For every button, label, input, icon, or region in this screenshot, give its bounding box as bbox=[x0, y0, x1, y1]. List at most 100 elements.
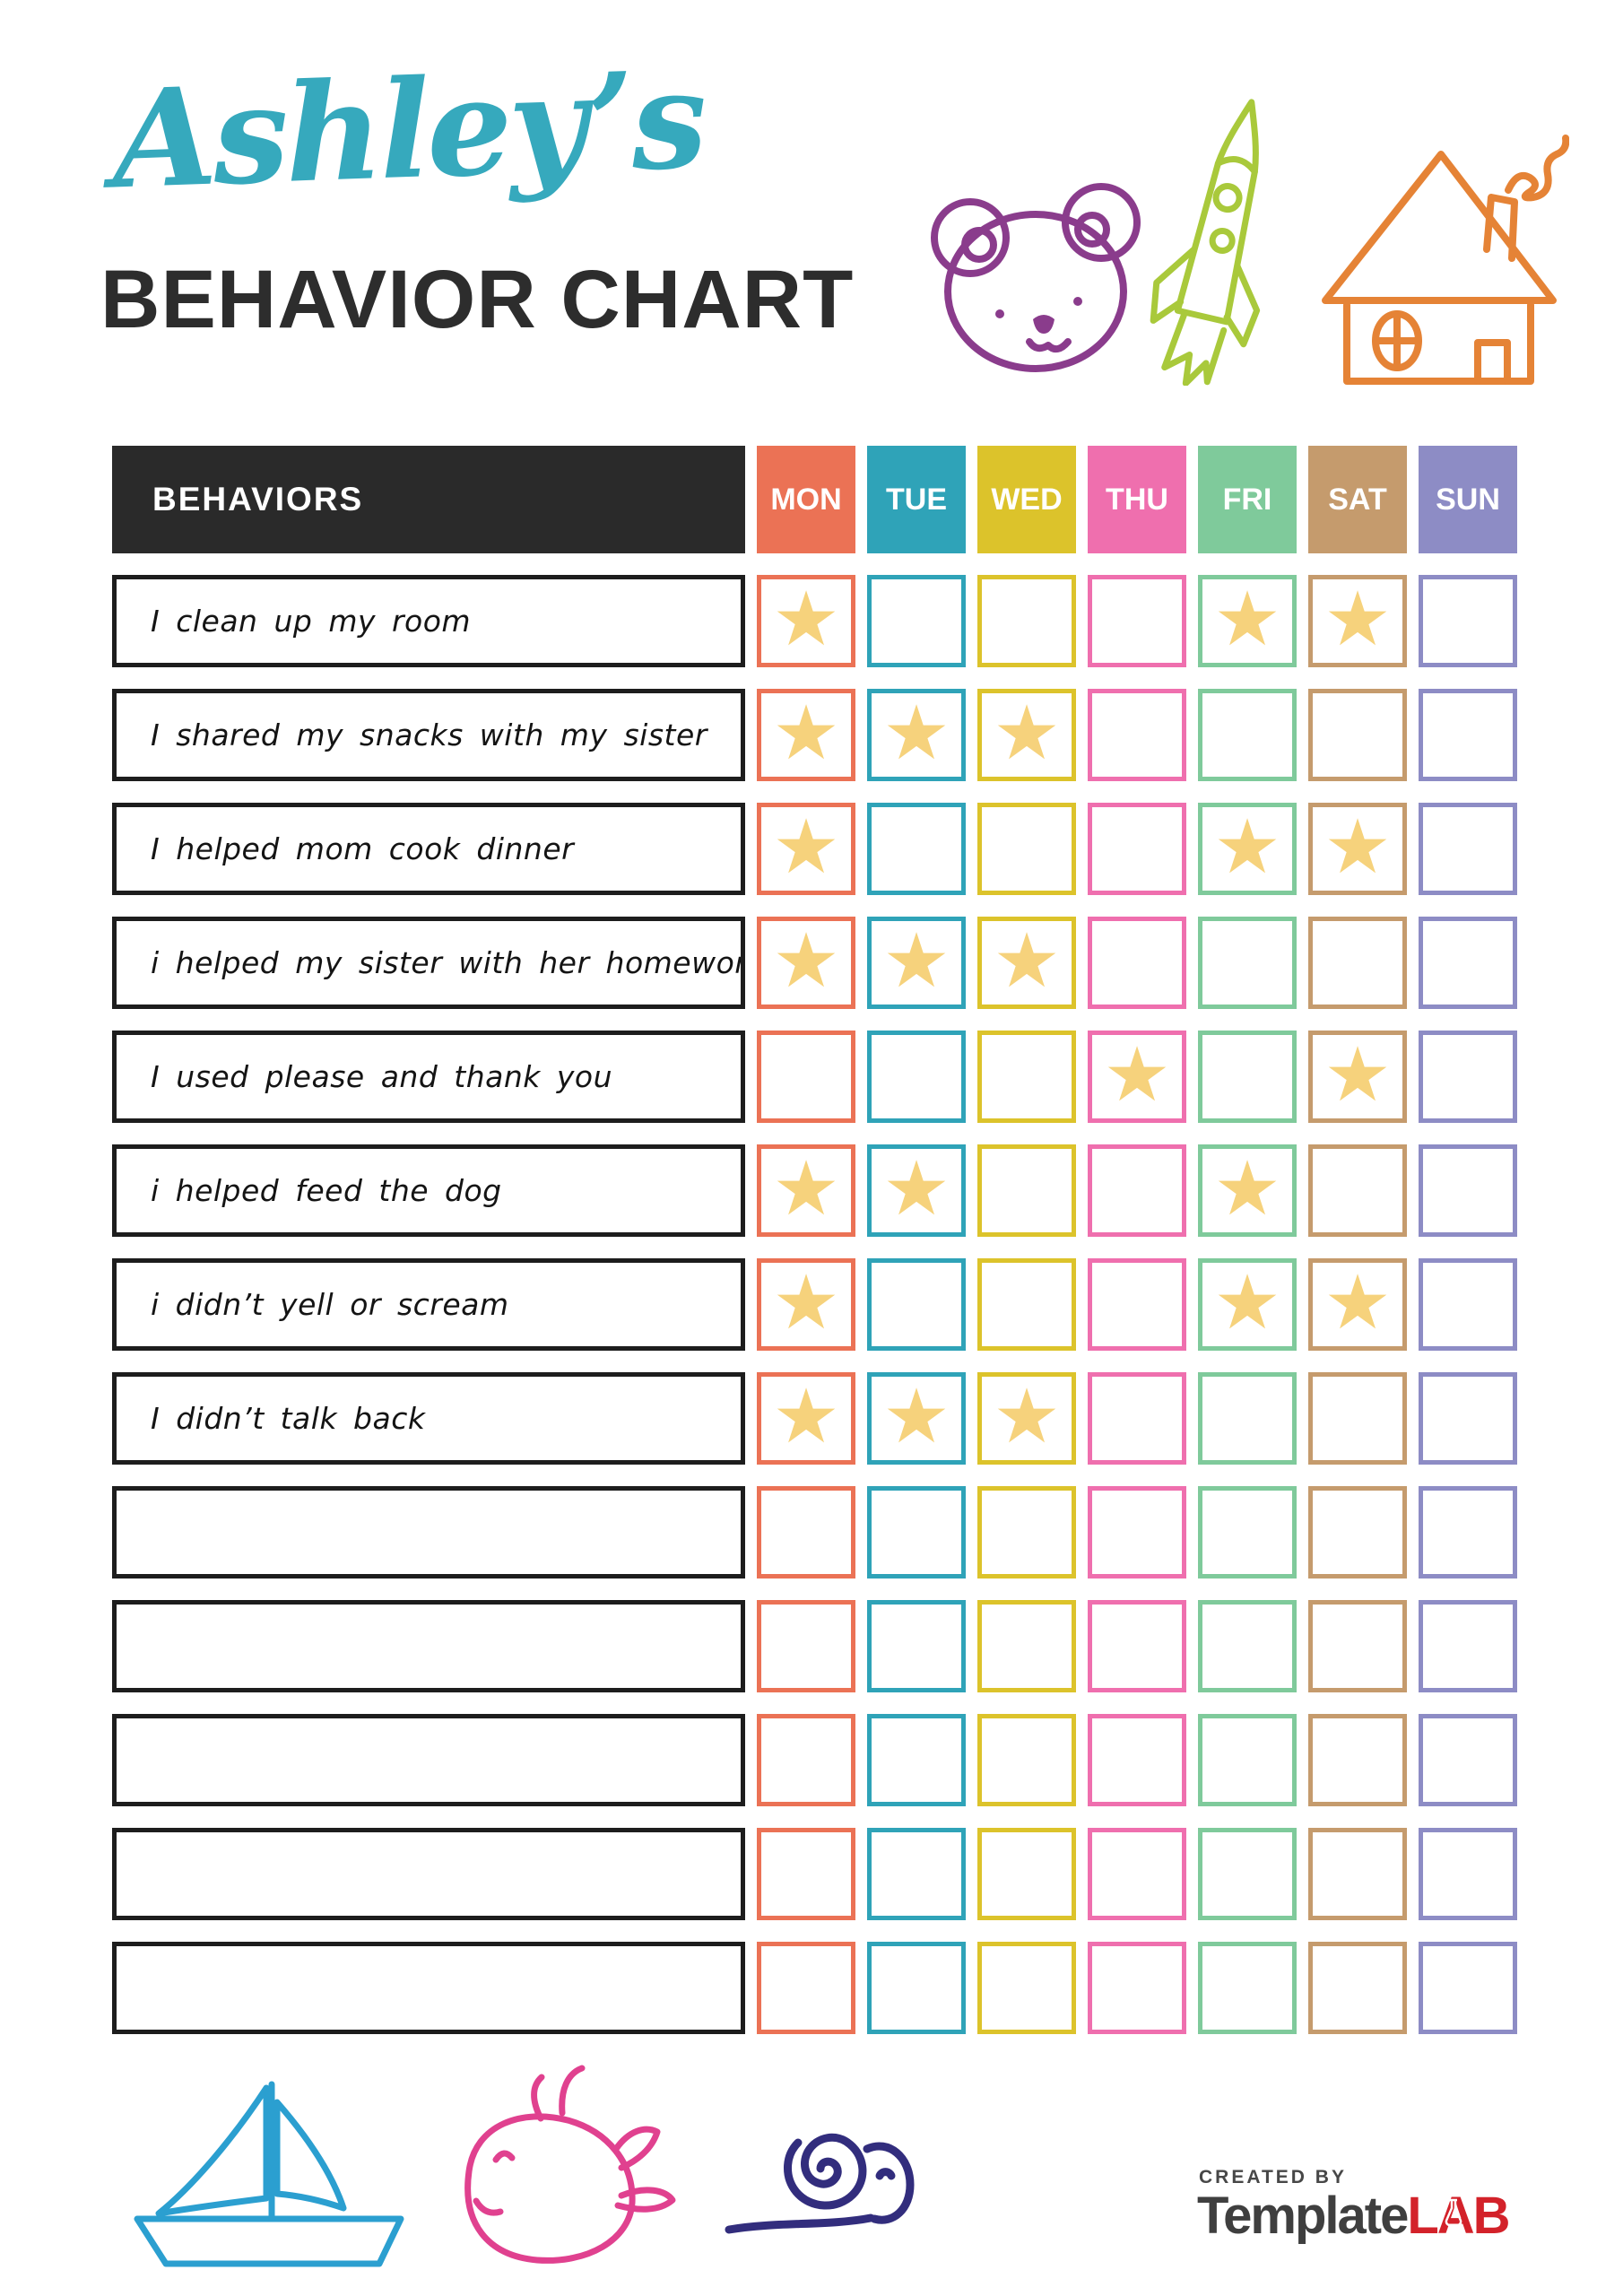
created-by-label: CREATED BY bbox=[1199, 2167, 1347, 2187]
day-column-header-mon: MON bbox=[757, 446, 855, 553]
day-label: THU bbox=[1106, 482, 1168, 517]
behavior-cell: I helped mom cook dinner bbox=[112, 803, 745, 895]
day-cell bbox=[757, 1828, 855, 1920]
house-icon bbox=[1322, 135, 1569, 385]
day-cell bbox=[1419, 575, 1517, 667]
behaviors-column-header: BEHAVIORS bbox=[112, 446, 745, 553]
star-icon: ★ bbox=[993, 1373, 1061, 1458]
day-cell bbox=[1198, 1600, 1297, 1692]
behavior-label: i helped my sister with her homework bbox=[151, 945, 745, 980]
day-cell: ★ bbox=[977, 1372, 1076, 1465]
day-column-header-sat: SAT bbox=[1308, 446, 1407, 553]
day-cell bbox=[867, 803, 966, 895]
behavior-label: I clean up my room bbox=[151, 604, 472, 639]
day-cell bbox=[1419, 1942, 1517, 2034]
day-cell: ★ bbox=[1198, 1258, 1297, 1351]
behavior-label: I didn’t talk back bbox=[151, 1401, 426, 1436]
day-cell bbox=[1088, 1714, 1186, 1806]
flask-icon bbox=[1445, 2198, 1462, 2227]
day-cell bbox=[1419, 917, 1517, 1009]
day-cell bbox=[1198, 1828, 1297, 1920]
bear-icon bbox=[931, 183, 1141, 372]
day-cell: ★ bbox=[867, 1144, 966, 1237]
day-cell bbox=[1088, 1486, 1186, 1578]
day-label: WED bbox=[991, 482, 1063, 517]
day-cell bbox=[757, 1486, 855, 1578]
day-column-header-thu: THU bbox=[1088, 446, 1186, 553]
brand-logo: CREATED BY TemplateLAB bbox=[1197, 2167, 1511, 2245]
day-cell: ★ bbox=[1198, 1144, 1297, 1237]
behavior-cell bbox=[112, 1942, 745, 2034]
child-name-title: Ashley’s bbox=[109, 40, 707, 220]
star-icon: ★ bbox=[882, 1373, 950, 1458]
star-icon: ★ bbox=[882, 690, 950, 775]
day-cell: ★ bbox=[977, 917, 1076, 1009]
day-cell bbox=[977, 1828, 1076, 1920]
day-label: SUN bbox=[1436, 482, 1500, 517]
day-cell bbox=[977, 1714, 1076, 1806]
behavior-cell: I didn’t talk back bbox=[112, 1372, 745, 1465]
star-icon: ★ bbox=[1213, 804, 1281, 889]
star-icon: ★ bbox=[1213, 576, 1281, 661]
day-cell: ★ bbox=[1198, 575, 1297, 667]
day-cell bbox=[1088, 1372, 1186, 1465]
day-cell: ★ bbox=[1088, 1031, 1186, 1123]
star-icon: ★ bbox=[772, 1259, 840, 1344]
star-icon: ★ bbox=[1103, 1031, 1171, 1117]
day-cell bbox=[1088, 1258, 1186, 1351]
star-icon: ★ bbox=[1324, 804, 1392, 889]
day-cell bbox=[1198, 917, 1297, 1009]
day-cell: ★ bbox=[757, 1372, 855, 1465]
day-cell: ★ bbox=[977, 689, 1076, 781]
page-title: BEHAVIOR CHART bbox=[100, 254, 855, 345]
day-column-header-sun: SUN bbox=[1419, 446, 1517, 553]
day-cell: ★ bbox=[867, 689, 966, 781]
day-cell bbox=[867, 1600, 966, 1692]
star-icon: ★ bbox=[772, 690, 840, 775]
star-icon: ★ bbox=[993, 690, 1061, 775]
day-cell: ★ bbox=[757, 1144, 855, 1237]
day-cell bbox=[757, 1031, 855, 1123]
star-icon: ★ bbox=[882, 1145, 950, 1231]
day-cell bbox=[1088, 689, 1186, 781]
day-cell bbox=[1419, 1258, 1517, 1351]
behavior-cell: i didn’t yell or scream bbox=[112, 1258, 745, 1351]
day-cell bbox=[757, 1714, 855, 1806]
star-icon: ★ bbox=[1324, 576, 1392, 661]
day-cell bbox=[1088, 917, 1186, 1009]
bottom-doodles bbox=[134, 2065, 915, 2267]
day-cell bbox=[1088, 1144, 1186, 1237]
day-cell bbox=[977, 1258, 1076, 1351]
day-cell bbox=[1308, 1144, 1407, 1237]
day-cell bbox=[1419, 689, 1517, 781]
day-cell bbox=[1308, 1828, 1407, 1920]
day-cell bbox=[1308, 1600, 1407, 1692]
day-cell bbox=[1198, 1031, 1297, 1123]
day-cell: ★ bbox=[1198, 803, 1297, 895]
behavior-cell: i helped my sister with her homework bbox=[112, 917, 745, 1009]
star-icon: ★ bbox=[1213, 1145, 1281, 1231]
rocket-icon bbox=[1150, 99, 1261, 386]
day-cell bbox=[1308, 1486, 1407, 1578]
day-cell bbox=[1088, 803, 1186, 895]
day-cell bbox=[1308, 1372, 1407, 1465]
day-cell: ★ bbox=[757, 575, 855, 667]
day-cell bbox=[1419, 803, 1517, 895]
behavior-label: I shared my snacks with my sister bbox=[151, 718, 707, 752]
sailboat-icon bbox=[134, 2081, 404, 2267]
day-cell bbox=[757, 1942, 855, 2034]
day-cell bbox=[1308, 1714, 1407, 1806]
behavior-cell bbox=[112, 1714, 745, 1806]
day-cell bbox=[1419, 1031, 1517, 1123]
day-cell bbox=[867, 1258, 966, 1351]
behavior-cell: i helped feed the dog bbox=[112, 1144, 745, 1237]
day-cell bbox=[867, 1031, 966, 1123]
star-icon: ★ bbox=[772, 576, 840, 661]
day-cell bbox=[1419, 1714, 1517, 1806]
behavior-label: I helped mom cook dinner bbox=[151, 831, 575, 866]
day-cell bbox=[1198, 1714, 1297, 1806]
day-cell bbox=[1198, 1486, 1297, 1578]
brand-lab-text: LAB bbox=[1407, 2187, 1510, 2245]
day-cell bbox=[977, 1144, 1076, 1237]
behavior-cell: I clean up my room bbox=[112, 575, 745, 667]
